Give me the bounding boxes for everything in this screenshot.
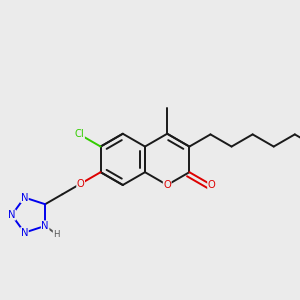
Text: Cl: Cl (75, 129, 84, 140)
Text: N: N (21, 193, 28, 202)
Text: N: N (8, 210, 16, 220)
Text: N: N (21, 228, 28, 238)
Text: O: O (77, 179, 85, 189)
Text: O: O (163, 180, 171, 190)
Text: O: O (208, 180, 215, 190)
Text: N: N (41, 221, 49, 231)
Text: H: H (53, 230, 60, 239)
